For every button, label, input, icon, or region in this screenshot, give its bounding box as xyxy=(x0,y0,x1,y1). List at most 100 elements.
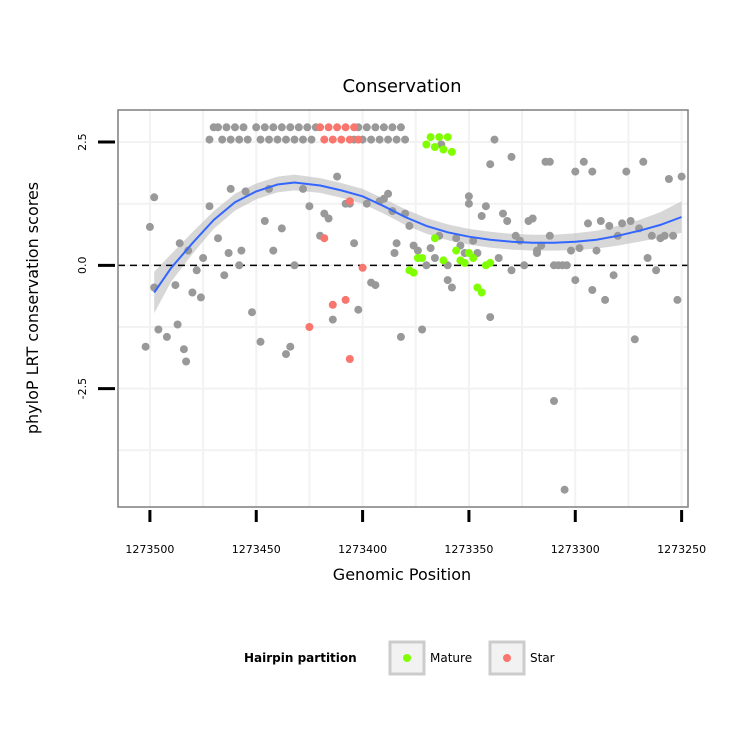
data-point-none xyxy=(224,249,233,257)
x-tick-label: 1273350 xyxy=(444,543,493,556)
data-point-none xyxy=(188,288,197,297)
data-point-mature xyxy=(426,133,435,142)
data-point-star xyxy=(333,123,342,132)
data-point-none xyxy=(545,157,554,166)
data-point-none xyxy=(443,276,452,285)
data-point-none xyxy=(447,283,456,292)
y-axis: -2.5 0.0 2.5 xyxy=(76,133,115,399)
legend-swatch-star xyxy=(503,654,511,662)
data-point-mature xyxy=(452,246,461,255)
x-tick-label: 1273300 xyxy=(551,543,600,556)
y-tick-label: -2.5 xyxy=(76,378,89,399)
data-point-mature xyxy=(469,254,478,262)
data-point-star xyxy=(345,197,354,206)
data-point-none xyxy=(299,184,307,193)
data-point-none xyxy=(596,217,605,225)
data-point-none xyxy=(507,152,516,161)
data-point-none xyxy=(277,123,286,132)
data-point-star xyxy=(320,135,329,144)
data-point-none xyxy=(333,172,342,181)
data-point-none xyxy=(256,135,265,144)
data-point-none xyxy=(486,313,495,322)
data-point-none xyxy=(379,123,388,132)
data-point-star xyxy=(305,323,314,331)
data-point-none xyxy=(371,123,380,132)
data-point-none xyxy=(324,214,333,223)
data-point-none xyxy=(481,202,490,211)
data-point-none xyxy=(214,234,222,243)
data-point-none xyxy=(214,123,222,132)
data-point-none xyxy=(260,217,269,225)
data-point-none xyxy=(562,261,571,270)
y-tick-label: 0.0 xyxy=(76,257,89,275)
data-point-none xyxy=(205,135,214,144)
data-point-none xyxy=(384,135,393,144)
data-point-star xyxy=(358,263,367,272)
data-point-mature xyxy=(430,234,439,243)
data-point-none xyxy=(294,123,303,132)
data-point-none xyxy=(248,308,256,317)
data-point-none xyxy=(286,123,295,132)
data-point-none xyxy=(588,167,597,176)
data-point-none xyxy=(218,135,227,144)
data-point-none xyxy=(362,123,371,132)
data-point-none xyxy=(222,123,231,132)
legend-label-star: Star xyxy=(530,651,555,665)
data-point-none xyxy=(175,239,184,248)
data-point-none xyxy=(588,286,597,294)
data-point-none xyxy=(226,184,235,193)
data-point-none xyxy=(220,271,229,280)
data-point-none xyxy=(405,221,414,230)
data-point-none xyxy=(269,123,278,132)
data-point-none xyxy=(390,249,399,257)
x-tick-label: 1273400 xyxy=(338,543,387,556)
data-point-none xyxy=(516,236,524,245)
legend-label-mature: Mature xyxy=(430,651,472,665)
data-point-none xyxy=(392,239,401,248)
data-point-star xyxy=(316,123,325,132)
data-point-none xyxy=(145,222,154,231)
data-point-none xyxy=(303,123,312,132)
data-point-none xyxy=(426,244,435,253)
data-point-none xyxy=(290,261,299,270)
x-axis-title: Genomic Position xyxy=(333,565,471,584)
data-point-none xyxy=(422,261,431,270)
data-point-star xyxy=(341,123,350,132)
data-point-none xyxy=(179,345,188,354)
data-point-mature xyxy=(430,143,439,151)
data-point-none xyxy=(464,199,473,208)
data-point-none xyxy=(571,167,580,176)
data-point-none xyxy=(507,266,516,275)
data-point-none xyxy=(533,246,541,255)
data-point-none xyxy=(584,219,592,228)
data-point-none xyxy=(579,157,588,166)
data-point-none xyxy=(499,209,507,218)
y-tick-label: 2.5 xyxy=(76,133,89,151)
data-point-none xyxy=(605,221,614,230)
data-point-star xyxy=(337,135,346,144)
data-point-none xyxy=(192,266,201,275)
data-point-none xyxy=(226,135,235,144)
data-point-mature xyxy=(447,147,456,156)
data-point-none xyxy=(452,234,461,243)
data-point-none xyxy=(677,172,686,181)
data-point-none xyxy=(375,135,384,144)
data-point-none xyxy=(609,271,618,280)
data-point-none xyxy=(660,231,669,240)
data-point-none xyxy=(396,123,405,132)
data-point-none xyxy=(235,261,244,270)
data-point-none xyxy=(354,305,363,314)
x-tick-label: 1273450 xyxy=(232,543,281,556)
data-point-none xyxy=(388,123,397,132)
data-point-none xyxy=(622,167,631,176)
data-point-none xyxy=(265,135,273,144)
data-point-none xyxy=(290,135,299,144)
data-point-star xyxy=(328,135,337,144)
data-point-none xyxy=(173,320,182,329)
data-point-none xyxy=(350,239,359,248)
data-point-none xyxy=(256,337,265,346)
data-point-none xyxy=(241,187,250,196)
data-point-mature xyxy=(439,256,448,265)
data-point-mature xyxy=(422,140,431,149)
data-point-none xyxy=(231,123,239,132)
